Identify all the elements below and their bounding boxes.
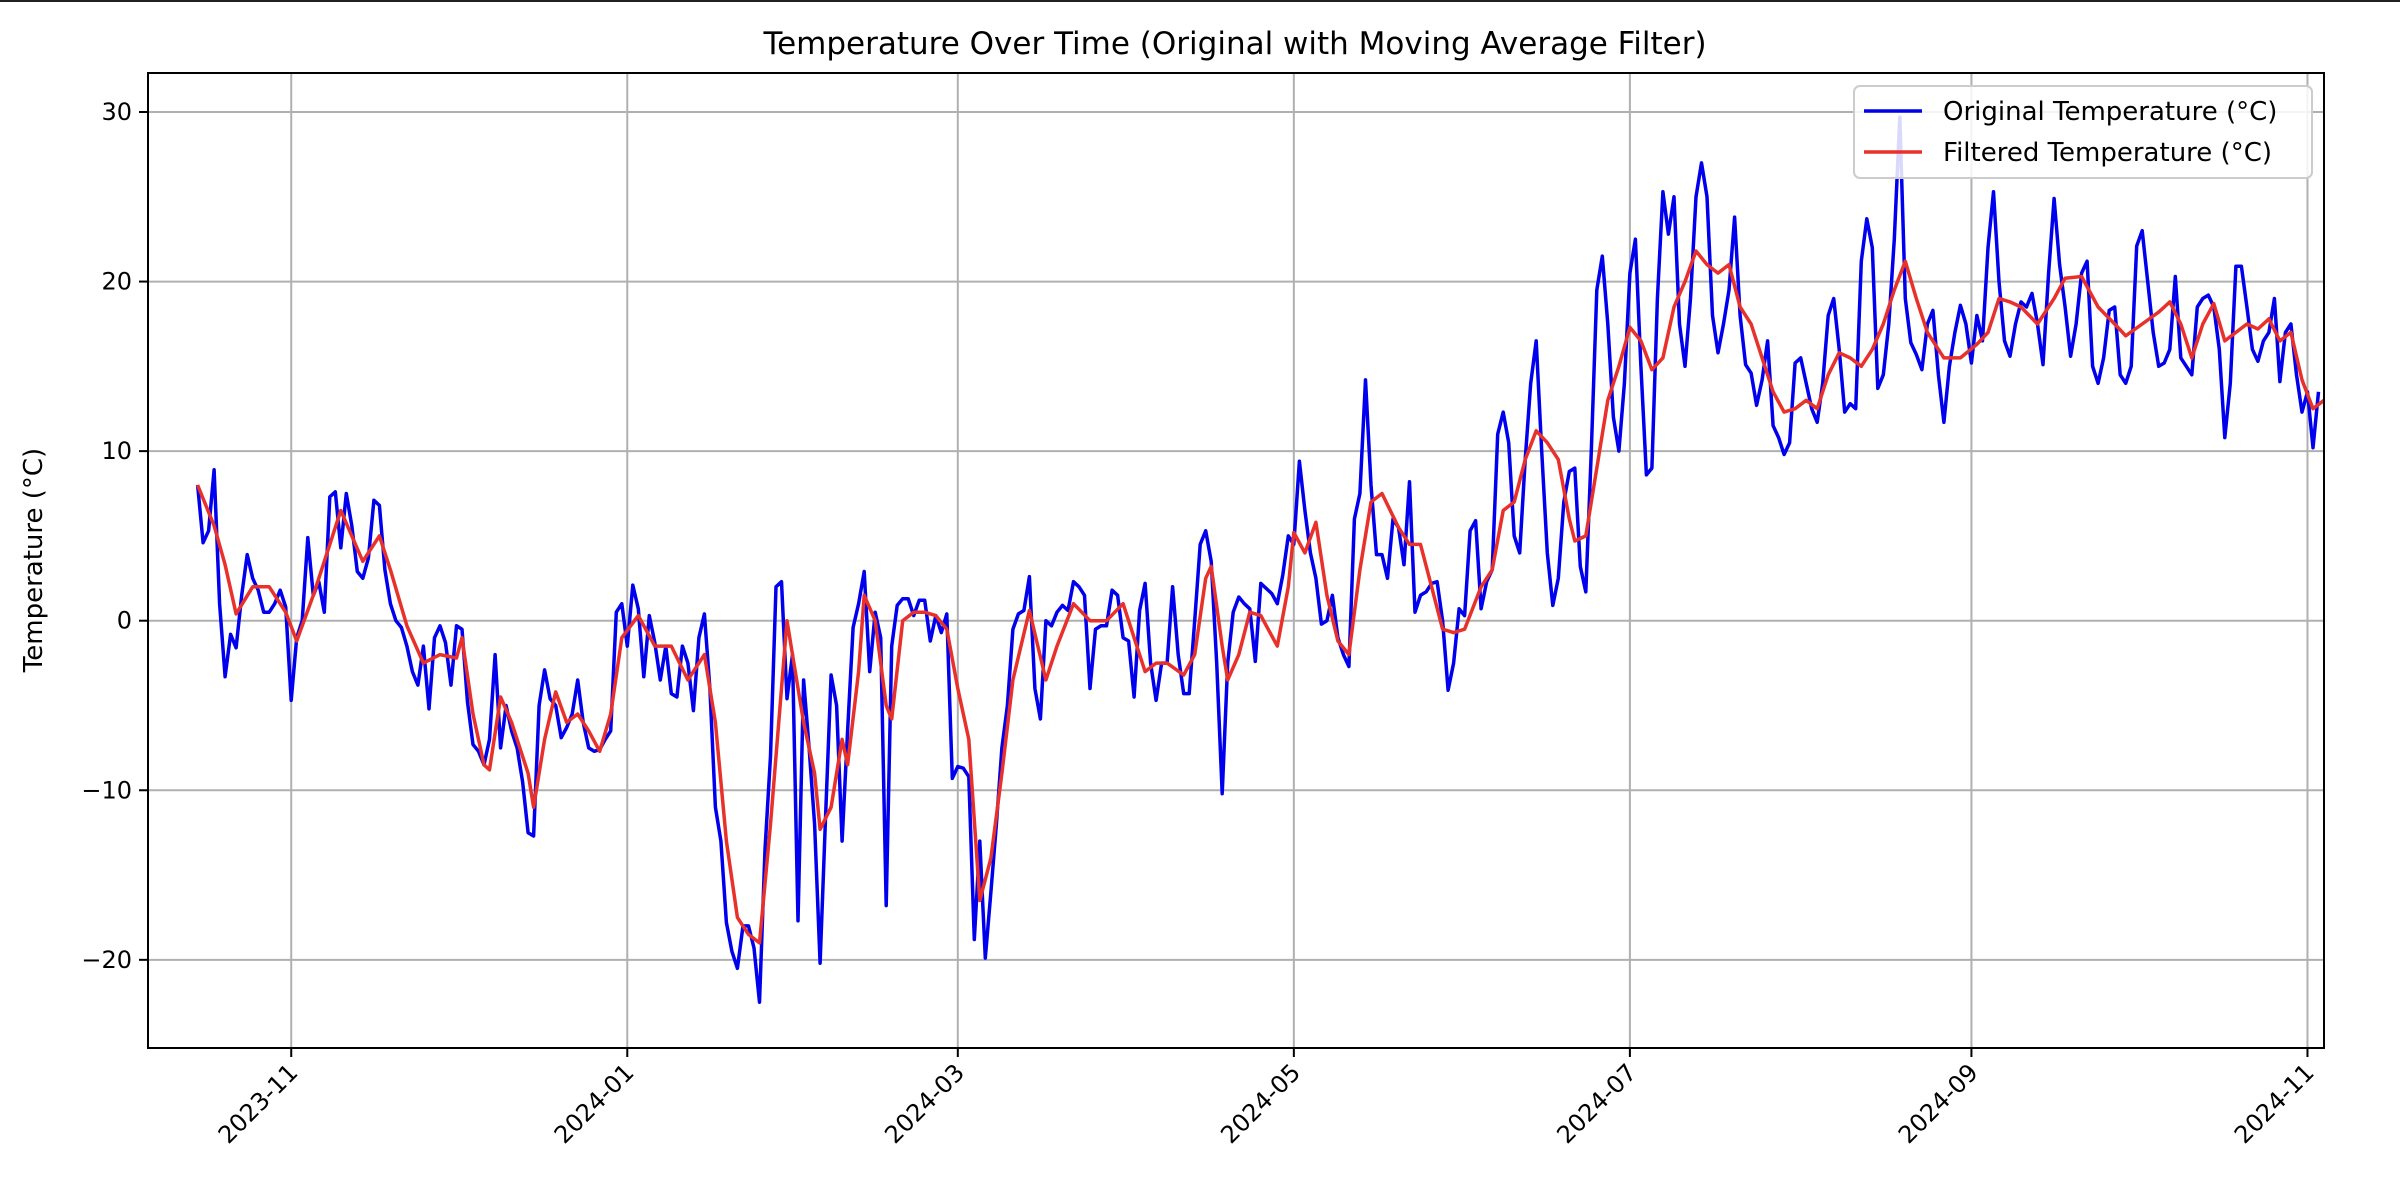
legend-label-original: Original Temperature (°C) [1943,97,2277,127]
plot-frame [147,72,2325,1049]
chart-title: Temperature Over Time (Original with Mov… [762,26,1706,62]
y-axis-title: Temperature (°C) [19,448,49,673]
y-tick-label: 10 [101,437,132,465]
y-axis-ticks: −20 −10 0 10 20 30 [81,98,148,974]
y-tick-label: 20 [101,268,132,296]
legend-box [1853,85,2313,179]
legend: Original Temperature (°C) Filtered Tempe… [1853,85,2313,179]
legend-label-filtered: Filtered Temperature (°C) [1943,138,2272,168]
plot-series [195,115,2326,1004]
y-tick-label: −10 [81,776,132,804]
series-line-original [195,115,2321,1004]
y-tick-label: 30 [101,98,132,126]
y-tick-label: 0 [117,607,132,635]
series-line-filtered [195,249,2326,945]
y-tick-label: −20 [81,946,132,974]
